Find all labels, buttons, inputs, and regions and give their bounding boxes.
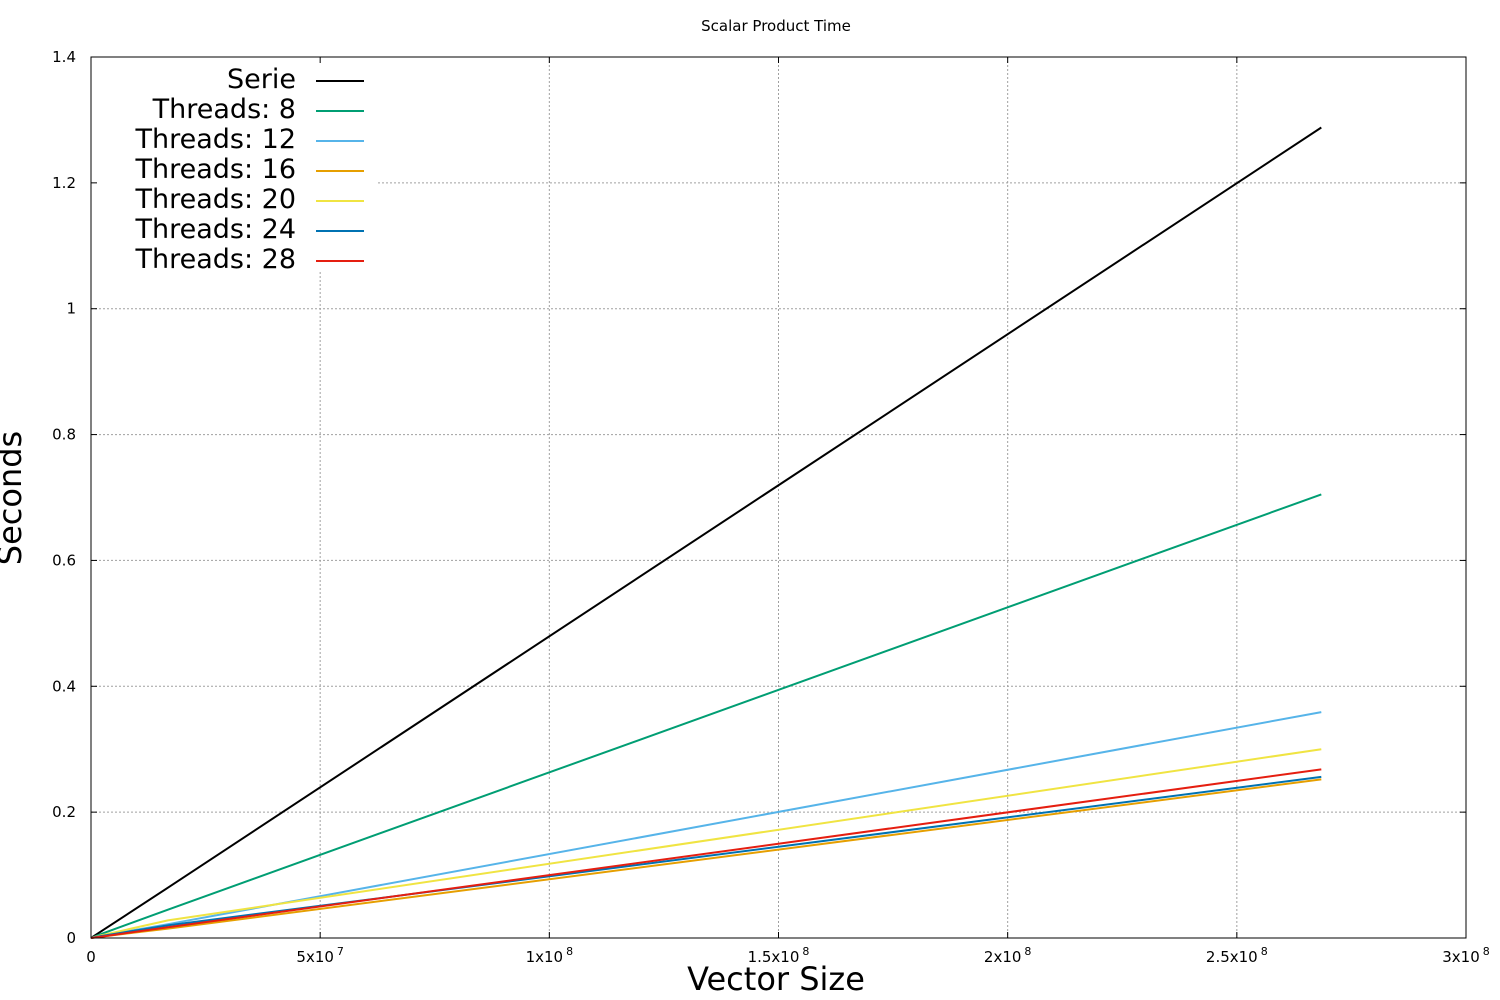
series-line-1: [90, 493, 1322, 939]
x-tick-label: 5x10 7: [296, 945, 344, 966]
y-tick-label: 0.4: [52, 677, 76, 695]
legend-label-0: Serie: [227, 64, 296, 95]
legend-label-3: Threads: 16: [134, 154, 296, 185]
series-lines: [90, 126, 1322, 939]
y-tick-labels: 0 0.2 0.4 0.6 0.8 1 1.2 1.4: [52, 48, 76, 947]
y-tick-label: 0: [66, 929, 76, 947]
y-tick-label: 1.2: [52, 174, 76, 192]
legend-label-2: Threads: 12: [134, 124, 296, 155]
x-tick-label: 1x10 8: [526, 945, 574, 966]
y-tick-label: 1.4: [52, 48, 76, 66]
axis-ticks: [90, 56, 1467, 939]
x-tick-label: 3x10 8: [1442, 945, 1490, 966]
x-tick-label: 2x10 8: [984, 945, 1032, 966]
legend-label-5: Threads: 24: [134, 214, 296, 245]
y-tick-label: 0.8: [52, 426, 76, 444]
y-tick-label: 1: [66, 300, 76, 318]
y-axis-label: Seconds: [0, 431, 29, 565]
legend-label-1: Threads: 8: [152, 94, 296, 125]
x-tick-label: 1.5x10 8: [748, 945, 810, 966]
x-tick-label: 2.5x10 8: [1206, 945, 1268, 966]
series-line-4: [90, 748, 1322, 939]
grid: [91, 57, 1466, 938]
legend-label-6: Threads: 28: [134, 244, 296, 275]
x-tick-labels: 0 5x10 7 1x10 8 1.5x10 8 2x10 8 2.5x10 8 3x10 8: [86, 945, 1490, 966]
chart-title: Scalar Product Time: [701, 17, 851, 35]
series-line-0: [90, 126, 1322, 939]
x-tick-label: 0: [86, 948, 96, 966]
y-tick-label: 0.6: [52, 551, 76, 569]
x-axis-label: Vector Size: [687, 960, 865, 998]
series-line-6: [90, 768, 1322, 939]
y-tick-label: 0.2: [52, 803, 76, 821]
series-line-3: [90, 778, 1322, 939]
legend-label-4: Threads: 20: [134, 184, 296, 215]
